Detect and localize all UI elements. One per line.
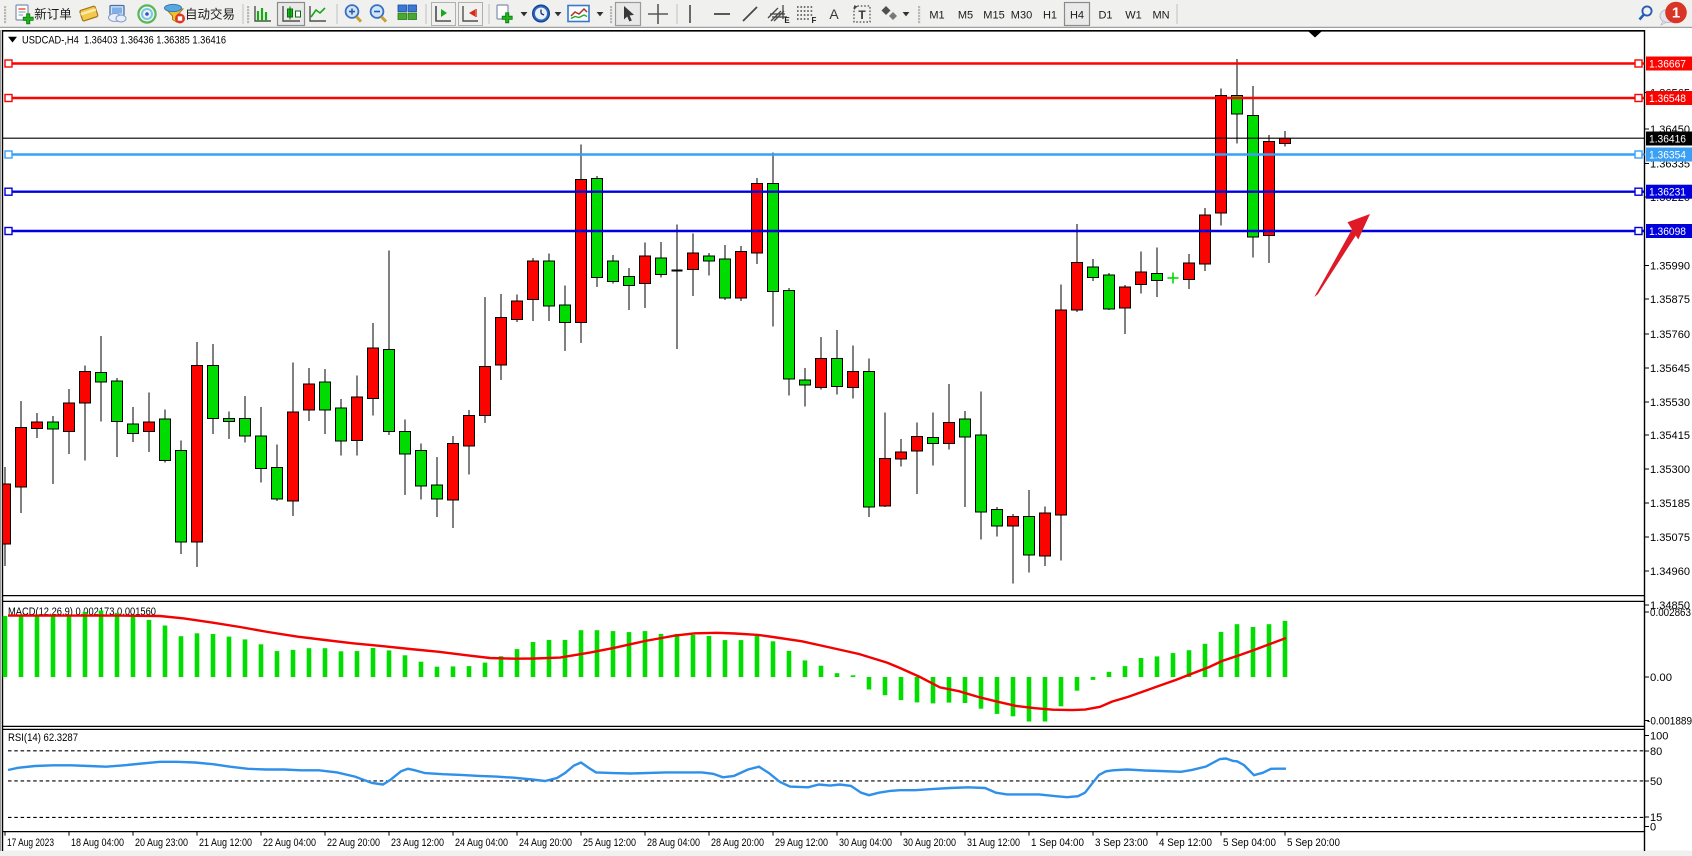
svg-text:1.35415: 1.35415: [1650, 430, 1690, 442]
svg-text:1.35990: 1.35990: [1650, 261, 1690, 273]
svg-text:30 Aug 20:00: 30 Aug 20:00: [903, 837, 956, 849]
svg-text:MN: MN: [1152, 10, 1169, 22]
svg-text:28 Aug 04:00: 28 Aug 04:00: [647, 837, 700, 849]
svg-text:1.35075: 1.35075: [1650, 532, 1690, 544]
svg-text:F: F: [812, 16, 817, 25]
svg-text:100: 100: [1650, 731, 1668, 743]
svg-text:1.36354: 1.36354: [1649, 150, 1686, 162]
svg-text:1.36231: 1.36231: [1649, 187, 1686, 199]
svg-text:17 Aug 2023: 17 Aug 2023: [7, 837, 54, 849]
svg-text:1.36667: 1.36667: [1649, 59, 1686, 71]
svg-text:1.35185: 1.35185: [1650, 498, 1690, 510]
svg-text:18 Aug 04:00: 18 Aug 04:00: [71, 837, 124, 849]
svg-text:23 Aug 12:00: 23 Aug 12:00: [391, 837, 444, 849]
svg-text:5 Sep 04:00: 5 Sep 04:00: [1223, 837, 1276, 849]
svg-text:新订单: 新订单: [34, 7, 72, 22]
svg-text:3 Sep 23:00: 3 Sep 23:00: [1095, 837, 1148, 849]
svg-text:T: T: [858, 8, 866, 22]
svg-text:1.35760: 1.35760: [1650, 329, 1690, 341]
svg-text:1.35300: 1.35300: [1650, 464, 1690, 476]
svg-text:0.00: 0.00: [1650, 672, 1672, 684]
svg-text:22 Aug 20:00: 22 Aug 20:00: [327, 837, 380, 849]
svg-text:1: 1: [1672, 5, 1680, 22]
svg-text:1.34960: 1.34960: [1650, 566, 1690, 578]
svg-text:22 Aug 04:00: 22 Aug 04:00: [263, 837, 316, 849]
svg-text:D1: D1: [1098, 10, 1112, 22]
svg-text:-0.001889: -0.001889: [1647, 716, 1692, 728]
svg-text:24 Aug 20:00: 24 Aug 20:00: [519, 837, 572, 849]
svg-text:1.36416: 1.36416: [1649, 134, 1686, 146]
svg-text:M1: M1: [929, 10, 944, 22]
svg-text:1 Sep 04:00: 1 Sep 04:00: [1031, 837, 1084, 849]
svg-text:25 Aug 12:00: 25 Aug 12:00: [583, 837, 636, 849]
svg-text:E: E: [784, 16, 790, 25]
svg-text:USDCAD-,H4 1.36403 1.36436 1.: USDCAD-,H4 1.36403 1.36436 1.36385 1.364…: [22, 35, 226, 47]
svg-text:H1: H1: [1043, 10, 1057, 22]
svg-text:1.36098: 1.36098: [1649, 226, 1686, 238]
svg-text:24 Aug 04:00: 24 Aug 04:00: [455, 837, 508, 849]
svg-text:1.35875: 1.35875: [1650, 294, 1690, 306]
svg-text:31 Aug 12:00: 31 Aug 12:00: [967, 837, 1020, 849]
svg-text:30 Aug 04:00: 30 Aug 04:00: [839, 837, 892, 849]
svg-text:0.002863: 0.002863: [1650, 607, 1691, 619]
svg-text:RSI(14) 62.3287: RSI(14) 62.3287: [8, 732, 78, 744]
svg-text:15: 15: [1650, 812, 1662, 824]
svg-text:M5: M5: [958, 10, 973, 22]
svg-text:0: 0: [1650, 822, 1656, 834]
svg-text:1.34850: 1.34850: [1650, 600, 1690, 612]
svg-text:1.36548: 1.36548: [1649, 93, 1686, 105]
svg-text:自动交易: 自动交易: [185, 7, 235, 22]
svg-text:A: A: [829, 6, 839, 22]
svg-text:4 Sep 12:00: 4 Sep 12:00: [1159, 837, 1212, 849]
svg-text:M30: M30: [1011, 10, 1032, 22]
svg-text:W1: W1: [1125, 10, 1142, 22]
svg-text:29 Aug 12:00: 29 Aug 12:00: [775, 837, 828, 849]
svg-text:M15: M15: [983, 10, 1004, 22]
svg-text:H4: H4: [1070, 10, 1084, 22]
svg-text:20 Aug 23:00: 20 Aug 23:00: [135, 837, 188, 849]
svg-text:28 Aug 20:00: 28 Aug 20:00: [711, 837, 764, 849]
svg-text:21 Aug 12:00: 21 Aug 12:00: [199, 837, 252, 849]
svg-text:1.35645: 1.35645: [1650, 363, 1690, 375]
svg-text:1.35530: 1.35530: [1650, 397, 1690, 409]
svg-text:80: 80: [1650, 746, 1662, 758]
svg-text:5 Sep 20:00: 5 Sep 20:00: [1287, 837, 1340, 849]
svg-text:50: 50: [1650, 776, 1662, 788]
